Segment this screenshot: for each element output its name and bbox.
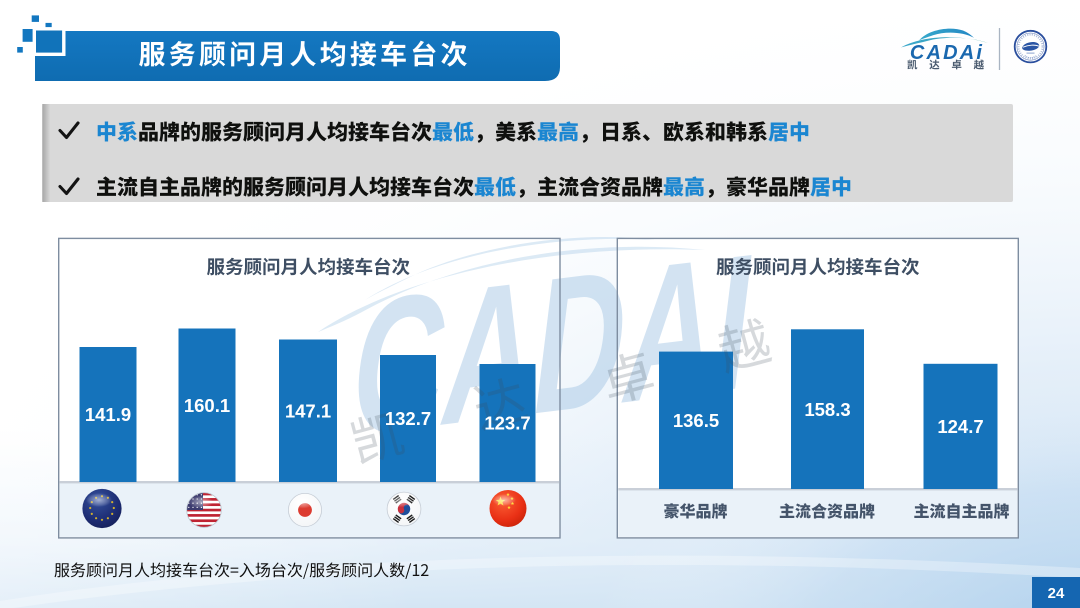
svg-text:136.5: 136.5 — [673, 410, 719, 431]
svg-text:158.3: 158.3 — [804, 399, 850, 420]
svg-text:124.7: 124.7 — [937, 416, 983, 437]
svg-text:147.1: 147.1 — [285, 400, 331, 421]
svg-text:CADAi: CADAi — [910, 42, 984, 64]
svg-text:24: 24 — [1048, 585, 1065, 602]
svg-text:132.7: 132.7 — [385, 408, 431, 429]
svg-text:141.9: 141.9 — [85, 404, 131, 425]
svg-text:160.1: 160.1 — [184, 395, 230, 416]
svg-text:123.7: 123.7 — [484, 413, 530, 434]
